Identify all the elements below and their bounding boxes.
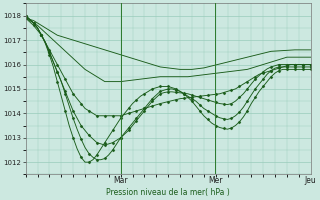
X-axis label: Pression niveau de la mer( hPa ): Pression niveau de la mer( hPa ): [106, 188, 230, 197]
